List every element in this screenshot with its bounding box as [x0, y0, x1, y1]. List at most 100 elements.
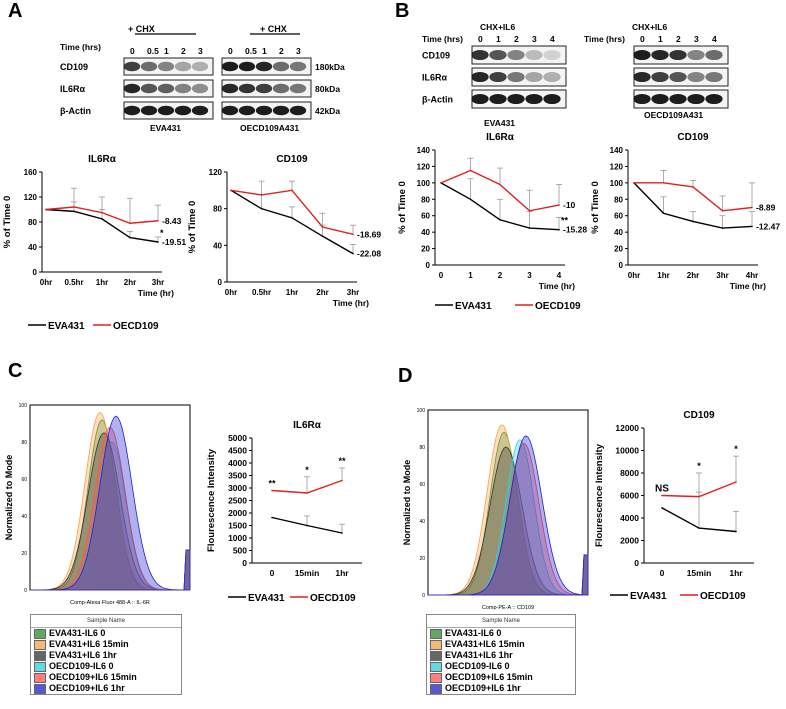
legendB-label-1: OECD109 — [535, 301, 581, 312]
chartD-star-0: NS — [655, 484, 669, 495]
flowLegendD-label-1: EVA431+IL6 15min — [445, 639, 525, 649]
flowD-ytick-3: 60 — [419, 482, 425, 488]
chartD-point-0-1 — [698, 527, 700, 529]
flowLegendC-swatch-0 — [34, 628, 46, 639]
chartA1-ytick-label-4: 160 — [24, 168, 38, 177]
blotA-time-right-2: 1 — [262, 46, 267, 56]
blotA-kda-0: 180kDa — [315, 62, 345, 72]
chartA1-ylabel: % of Time 0 — [2, 196, 13, 249]
chartC-ytick-label-1: 500 — [233, 546, 247, 556]
chartB1-end-label-0: -10 — [563, 200, 576, 210]
chartC-ytick-label-7: 3500 — [228, 471, 247, 481]
chartA1-point-0-3 — [129, 236, 131, 239]
blotA-time-right-3: 2 — [279, 46, 284, 56]
panel-label-d: D — [398, 365, 413, 387]
chartD-point-0-0 — [661, 507, 663, 509]
chartA1-title: IL6Rα — [88, 154, 117, 165]
chartC-ytick-label-9: 4500 — [228, 446, 247, 456]
flowC-ytick-1: 20 — [21, 551, 27, 557]
chartB1-point-1-1 — [469, 169, 472, 172]
flowC-ytick-0: 0 — [24, 588, 27, 594]
flowLegendC-label-1: EVA431+IL6 15min — [49, 639, 129, 649]
chartC-point-0-2 — [341, 532, 343, 534]
blotA-strip-1-1 — [221, 79, 312, 98]
chartA2-xtick-label-1: 0.5hr — [252, 288, 271, 297]
chartD-star-1: * — [697, 461, 701, 471]
flowLegendC-label-2: EVA431+IL6 1hr — [49, 650, 117, 660]
blot-b-time-label-right: Time (hrs) — [584, 34, 625, 44]
legendB-label-0: EVA431 — [455, 301, 492, 312]
flowC-ytick-2: 40 — [21, 514, 27, 520]
chartA1-xtick-label-2: 1hr — [96, 278, 108, 287]
blotA-strip-0-0 — [123, 57, 214, 76]
chartA2-ytick-label-1: 40 — [213, 241, 222, 250]
chartA2-point-0-2 — [291, 217, 293, 219]
chartA2-ytick-label-0: 0 — [218, 278, 223, 287]
chartB1-ytick-label-3: 60 — [421, 212, 430, 221]
blotB-row-label-2: β-Actin — [422, 95, 453, 105]
chartD-ylabel: Flourescence Intensity — [594, 443, 605, 547]
flowC-curve-5 — [30, 415, 191, 591]
flowD-ytick-4: 80 — [419, 445, 425, 451]
blotA-time-left-2: 1 — [164, 46, 169, 56]
chartA2-ylabel: % of Time 0 — [187, 201, 198, 254]
chartD-title: CD109 — [683, 410, 715, 421]
flowLegendC-swatch-4 — [34, 672, 46, 683]
flowLegendD-row-3: OECD109-IL6 0 — [427, 661, 575, 672]
blotB-strip-2-0 — [471, 89, 567, 109]
legend-c: EVA431 OECD109 — [228, 593, 356, 604]
chartD-star-2: * — [734, 444, 738, 454]
chartA1-point-1-2 — [101, 211, 103, 214]
chartB2-point-0-4 — [751, 225, 753, 228]
chartB2-ytick-label-4: 80 — [614, 195, 623, 204]
flowC-ytick-4: 80 — [21, 440, 27, 446]
flowC-ylabel: Normalized to Mode — [4, 455, 14, 541]
chartA2-xtick-label-3: 2hr — [316, 288, 328, 297]
blotB-strip-1-0 — [471, 67, 567, 87]
flowC-ytick-3: 60 — [21, 477, 27, 483]
legendC-label-0: EVA431 — [248, 593, 285, 604]
chartB2-point-0-3 — [721, 227, 724, 229]
chartC-ytick-label-5: 2500 — [228, 496, 247, 506]
flowLegendD-swatch-4 — [430, 672, 442, 683]
line-chart-c-intensity: IL6Rα 0 500 1000 1500 2000 2500 3000 3500 4000 450… — [206, 420, 362, 578]
flowLegendD-row-1: EVA431+IL6 15min — [427, 639, 575, 650]
chartB1-end-label-1: -15.28 — [563, 225, 587, 235]
chartB2-xtick-label-4: 4hr — [746, 271, 758, 280]
flowLegendC-row-5: OECD109+IL6 1hr — [31, 683, 181, 694]
flowC-xlabel: Comp-Alexa Fluor 488-A :: IL-6R — [70, 600, 150, 606]
chartB1-ytick-label-2: 40 — [421, 228, 430, 237]
chartB2-xlabel: Time (hr) — [730, 281, 766, 291]
blotB-time-left-1: 1 — [496, 34, 501, 44]
blotB-row-label-1: IL6Rα — [422, 73, 448, 83]
chartB1-xtick-label-2: 2 — [498, 271, 503, 280]
chartA2-xtick-label-4: 3hr — [347, 288, 359, 297]
chartA2-ytick-label-2: 80 — [213, 205, 222, 214]
chartB2-point-1-4 — [751, 206, 753, 209]
chartA1-xtick-label-0: 0hr — [40, 278, 52, 287]
blot-a-treatment-left: + CHX — [128, 24, 155, 34]
blotB-strip-2-1 — [633, 89, 729, 109]
chartA2-point-0-3 — [321, 235, 324, 237]
line-chart-b-il6ra: IL6Rα 0 20 40 60 80 100 120 140 0 1 2 3 4 % of Time 0 T… — [397, 132, 587, 291]
flowLegendC-row-2: EVA431+IL6 1hr — [31, 650, 181, 661]
chartA1-end-label-0: -8.43 — [162, 216, 182, 226]
chartD-point-1-1 — [698, 495, 700, 498]
chartB2-point-1-1 — [662, 182, 665, 184]
flowD-ytick-0: 0 — [422, 593, 425, 599]
blotB-time-left-0: 0 — [478, 34, 483, 44]
blotA-time-right-1: 0.5 — [245, 46, 257, 56]
chartC-ytick-label-2: 1000 — [228, 533, 247, 543]
chartA1-xtick-label-1: 0.5hr — [64, 278, 83, 287]
chartC-star-0: ** — [268, 479, 276, 489]
chartC-ytick-label-10: 5000 — [228, 433, 247, 443]
flowLegendD-label-2: EVA431+IL6 1hr — [445, 650, 513, 660]
panel-label-c: C — [8, 360, 23, 382]
chartB1-xtick-label-0: 0 — [439, 271, 444, 280]
chartB1-title: IL6Rα — [486, 132, 515, 143]
flowLegendD-row-2: EVA431+IL6 1hr — [427, 650, 575, 661]
blotB-strip-0-0 — [471, 45, 567, 65]
legendA-label-1: OECD109 — [113, 321, 159, 332]
blotB-time-left-3: 3 — [532, 34, 537, 44]
chartC-ytick-label-6: 3000 — [228, 483, 247, 493]
